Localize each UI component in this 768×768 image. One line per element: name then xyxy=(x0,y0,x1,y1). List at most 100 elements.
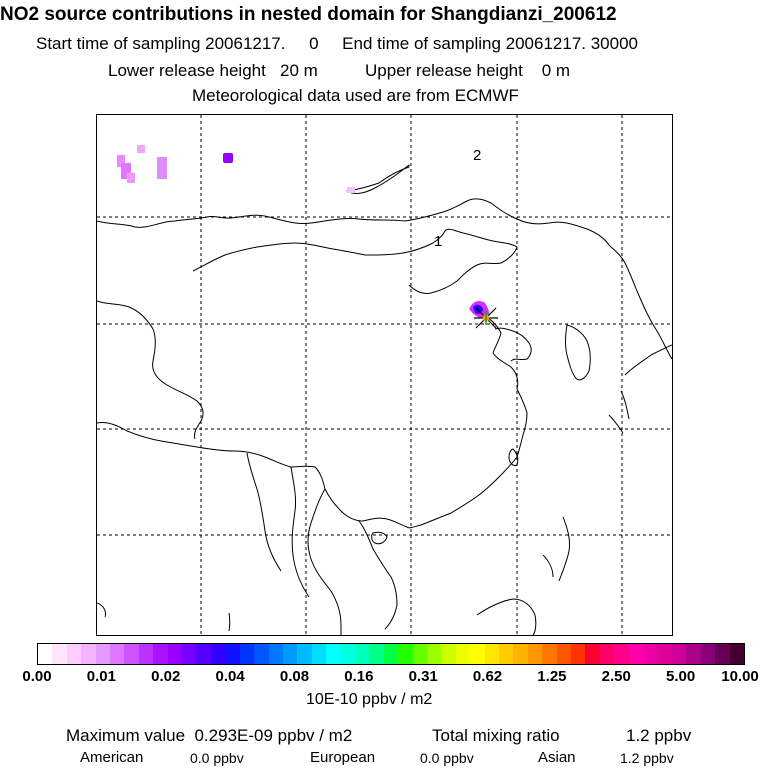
colorbar-swatch xyxy=(571,644,586,664)
colorbar-swatch xyxy=(210,644,226,664)
colorbar-swatch xyxy=(124,644,139,664)
graticule xyxy=(97,115,672,635)
colorbar-swatch xyxy=(455,644,471,664)
colorbar-swatch xyxy=(614,644,629,664)
colorbar-swatch xyxy=(599,644,615,664)
colorbar-swatch xyxy=(52,644,67,664)
colorbar-swatch xyxy=(95,644,111,664)
mongolia-border xyxy=(192,228,518,294)
page-title: NO2 source contributions in nested domai… xyxy=(0,4,617,25)
colorbar-swatch xyxy=(225,644,240,664)
colorbar-tick-label: 1.25 xyxy=(537,668,567,685)
colorbar-swatch xyxy=(671,644,687,664)
hainan xyxy=(371,531,388,545)
colorbar-swatch xyxy=(556,644,572,664)
colorbar-swatch xyxy=(153,644,168,664)
region-name-asian: Asian xyxy=(538,749,576,766)
colorbar-swatch xyxy=(398,644,413,664)
colorbar-swatch xyxy=(542,644,557,664)
colorbar-swatch xyxy=(470,644,485,664)
colorbar-swatch xyxy=(513,644,528,664)
colorbar-tick-label: 0.31 xyxy=(408,668,438,685)
map-canvas: 1 2 xyxy=(97,115,672,635)
island-fragment xyxy=(97,602,106,618)
colorbar-swatch xyxy=(354,644,370,664)
colorbar-swatch xyxy=(254,644,269,664)
colorbar xyxy=(37,643,745,665)
northern-border xyxy=(97,198,672,360)
max-value-text: Maximum value 0.293E-09 ppbv / m2 xyxy=(66,726,353,745)
colorbar-tick-label: 0.62 xyxy=(472,668,503,685)
colorbar-tick-label: 2.50 xyxy=(601,668,631,685)
borneo-coast xyxy=(476,598,537,635)
region-label-1: 1 xyxy=(434,233,442,250)
colorbar-swatch xyxy=(326,644,341,664)
colorbar-swatch xyxy=(715,644,730,664)
colorbar-tick-label: 0.02 xyxy=(151,668,181,685)
colorbar-tick-label: 0.01 xyxy=(86,668,116,685)
colorbar-swatch xyxy=(585,644,600,664)
colorbar-swatch xyxy=(66,644,82,664)
colorbar-swatch xyxy=(643,644,658,664)
colorbar-swatch xyxy=(484,644,499,664)
plume-patch xyxy=(157,157,167,179)
colorbar-swatch xyxy=(340,644,355,664)
colorbar-tick-label: 0.16 xyxy=(344,668,374,685)
region-value-european: 0.0 ppbv xyxy=(420,750,474,766)
colorbar-swatch xyxy=(700,644,716,664)
colorbar-swatch xyxy=(686,644,701,664)
bangladesh-border xyxy=(246,452,282,572)
colorbar-swatch xyxy=(412,644,427,664)
colorbar-tick-label: 10.00 xyxy=(721,668,759,685)
colorbar-tick-label: 0.08 xyxy=(279,668,310,685)
lake-baikal xyxy=(346,164,410,194)
myanmar-border xyxy=(290,466,310,598)
total-mixing-label: Total mixing ratio xyxy=(432,726,560,745)
colorbar-swatch xyxy=(499,644,514,664)
colorbar-swatch xyxy=(297,644,312,664)
colorbar-ticks: 0.00 0.01 0.02 0.04 0.08 0.16 0.31 0.62 1.25 2.50… xyxy=(0,668,768,688)
island-fragment xyxy=(228,612,231,632)
colorbar-swatch xyxy=(426,644,442,664)
region-value-asian: 1.2 ppbv xyxy=(620,750,674,766)
colorbar-swatch xyxy=(38,644,53,664)
total-mixing-value: 1.2 ppbv xyxy=(626,726,692,745)
colorbar-swatch xyxy=(527,644,543,664)
colorbar-swatch xyxy=(167,644,183,664)
colorbar-swatch xyxy=(182,644,197,664)
colorbar-swatch xyxy=(311,644,327,664)
plume-patch xyxy=(121,163,131,179)
boundaries xyxy=(97,164,672,635)
colorbar-tick-label: 0.04 xyxy=(215,668,245,685)
colorbar-swatch xyxy=(441,644,456,664)
plume-patch xyxy=(223,153,233,163)
region-label-2: 2 xyxy=(473,147,481,164)
colorbar-swatch xyxy=(383,644,399,664)
colorbar-tick-label: 0.00 xyxy=(22,668,52,685)
map-panel: 1 2 xyxy=(96,114,673,636)
taiwan xyxy=(508,448,519,466)
colorbar-swatch xyxy=(196,644,211,664)
colorbar-swatch xyxy=(138,644,154,664)
plume-patch xyxy=(127,173,135,183)
indochina-coast xyxy=(307,488,342,635)
vietnam-coast xyxy=(358,520,398,630)
colorbar-swatch xyxy=(110,644,125,664)
china-coast xyxy=(406,314,528,529)
plume-patch xyxy=(137,145,145,153)
plume-patch xyxy=(117,155,125,167)
philippines-coast xyxy=(542,516,570,582)
colorbar-swatch xyxy=(628,644,644,664)
west-china-border xyxy=(97,300,204,440)
met-data-line: Meteorological data used are from ECMWF xyxy=(192,86,519,105)
colorbar-tick-label: 5.00 xyxy=(666,668,696,685)
region-name-american: American xyxy=(80,749,144,766)
shandong-coast xyxy=(494,327,532,362)
korea-peninsula xyxy=(565,324,591,381)
colorbar-swatch xyxy=(239,644,255,664)
colorbar-swatch xyxy=(81,644,96,664)
colorbar-swatch xyxy=(268,644,283,664)
colorbar-unit: 10E-10 ppbv / m2 xyxy=(306,691,433,708)
japan-coast xyxy=(608,344,672,434)
plume-patches xyxy=(117,145,490,319)
